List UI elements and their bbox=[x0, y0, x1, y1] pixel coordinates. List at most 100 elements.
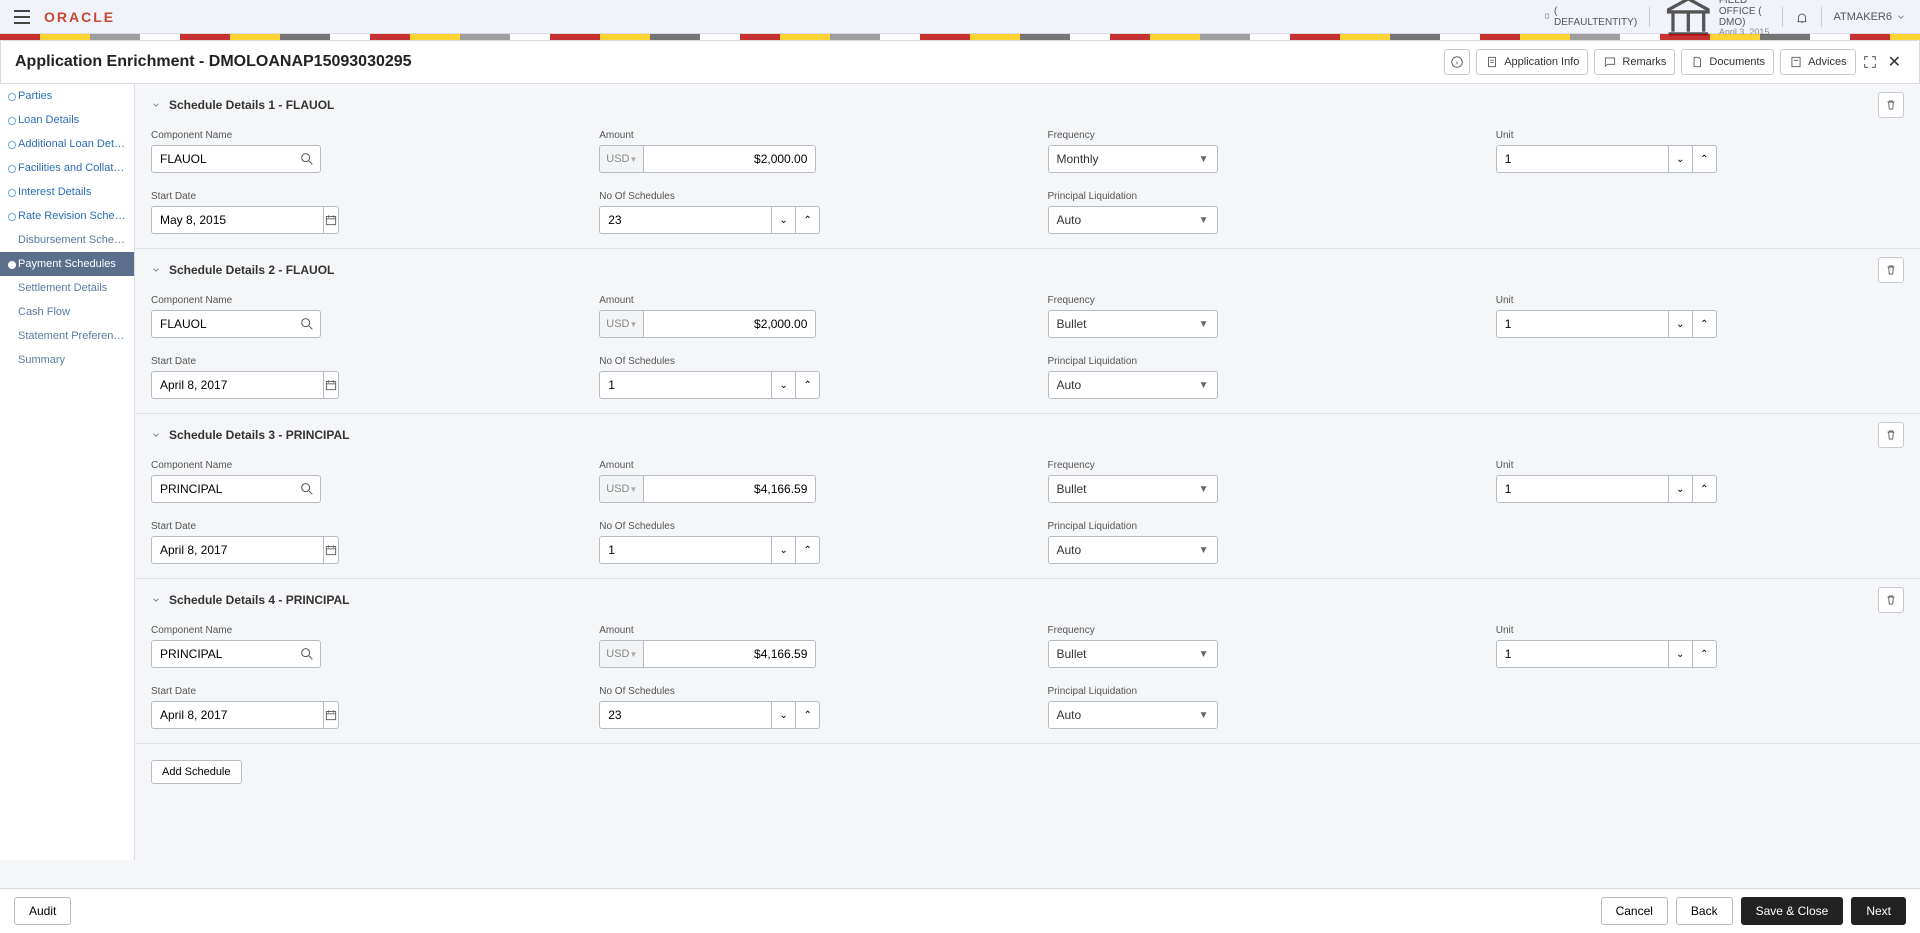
frequency-select[interactable]: Bullet▼ bbox=[1048, 475, 1218, 503]
menu-icon[interactable] bbox=[14, 10, 30, 24]
advices-button[interactable]: Advices bbox=[1780, 49, 1856, 75]
info-button[interactable] bbox=[1444, 49, 1470, 75]
unit-up-button[interactable]: ⌃ bbox=[1693, 475, 1717, 503]
search-icon[interactable] bbox=[299, 151, 315, 167]
calendar-button[interactable] bbox=[324, 701, 339, 729]
principal-liq-select[interactable]: Auto▼ bbox=[1048, 701, 1218, 729]
schedules-up-button[interactable]: ⌃ bbox=[796, 371, 820, 399]
section-title[interactable]: Schedule Details 1 - FLAUOL bbox=[151, 98, 334, 112]
delete-section-button[interactable] bbox=[1878, 587, 1904, 613]
calendar-button[interactable] bbox=[324, 536, 339, 564]
audit-button[interactable]: Audit bbox=[14, 897, 71, 925]
schedules-down-button[interactable]: ⌄ bbox=[772, 701, 796, 729]
cancel-button[interactable]: Cancel bbox=[1601, 897, 1668, 925]
schedules-down-button[interactable]: ⌄ bbox=[772, 536, 796, 564]
sidebar-item[interactable]: Summary bbox=[0, 348, 134, 372]
unit-input[interactable] bbox=[1496, 640, 1669, 668]
component-name-input[interactable] bbox=[151, 640, 321, 668]
unit-input[interactable] bbox=[1496, 310, 1669, 338]
sidebar-item[interactable]: Settlement Details bbox=[0, 276, 134, 300]
amount-input[interactable] bbox=[643, 145, 816, 173]
amount-input[interactable] bbox=[643, 475, 816, 503]
currency-select[interactable]: USD▼ bbox=[599, 145, 643, 173]
search-icon[interactable] bbox=[299, 316, 315, 332]
sidebar-item[interactable]: Disbursement Schedules bbox=[0, 228, 134, 252]
unit-up-button[interactable]: ⌃ bbox=[1693, 640, 1717, 668]
calendar-button[interactable] bbox=[324, 371, 339, 399]
currency-select[interactable]: USD▼ bbox=[599, 640, 643, 668]
principal-liq-select[interactable]: Auto▼ bbox=[1048, 536, 1218, 564]
schedules-up-button[interactable]: ⌃ bbox=[796, 536, 820, 564]
start-date-input[interactable] bbox=[151, 206, 324, 234]
save-close-button[interactable]: Save & Close bbox=[1741, 897, 1844, 925]
unit-down-button[interactable]: ⌄ bbox=[1669, 310, 1693, 338]
principal-liq-select[interactable]: Auto▼ bbox=[1048, 206, 1218, 234]
sidebar-item[interactable]: Cash Flow bbox=[0, 300, 134, 324]
unit-input[interactable] bbox=[1496, 145, 1669, 173]
schedules-down-button[interactable]: ⌄ bbox=[772, 371, 796, 399]
expand-icon[interactable] bbox=[1862, 54, 1878, 70]
unit-up-button[interactable]: ⌃ bbox=[1693, 145, 1717, 173]
sidebar-item[interactable]: Rate Revision Schedules bbox=[0, 204, 134, 228]
delete-section-button[interactable] bbox=[1878, 422, 1904, 448]
start-date-input[interactable] bbox=[151, 536, 324, 564]
unit-input[interactable] bbox=[1496, 475, 1669, 503]
unit-down-button[interactable]: ⌄ bbox=[1669, 475, 1693, 503]
entity-selector[interactable]: ( DEFAULTENTITY) bbox=[1544, 6, 1637, 28]
start-date-input[interactable] bbox=[151, 701, 324, 729]
next-button[interactable]: Next bbox=[1851, 897, 1906, 925]
main-content: Schedule Details 1 - FLAUOL Component Na… bbox=[135, 84, 1920, 860]
remarks-button[interactable]: Remarks bbox=[1594, 49, 1675, 75]
frequency-select[interactable]: Bullet▼ bbox=[1048, 640, 1218, 668]
documents-button[interactable]: Documents bbox=[1681, 49, 1774, 75]
amount-input[interactable] bbox=[643, 310, 816, 338]
amount-input[interactable] bbox=[643, 640, 816, 668]
bell-icon[interactable] bbox=[1795, 10, 1809, 24]
schedules-up-button[interactable]: ⌃ bbox=[796, 701, 820, 729]
no-schedules-stepper: ⌄ ⌃ bbox=[599, 701, 769, 729]
component-name-input[interactable] bbox=[151, 310, 321, 338]
user-menu[interactable]: ATMAKER6 bbox=[1834, 11, 1906, 23]
delete-section-button[interactable] bbox=[1878, 257, 1904, 283]
frequency-select[interactable]: Monthly▼ bbox=[1048, 145, 1218, 173]
unit-down-button[interactable]: ⌄ bbox=[1669, 640, 1693, 668]
unit-stepper: ⌄ ⌃ bbox=[1496, 475, 1666, 503]
sidebar-item[interactable]: Parties bbox=[0, 84, 134, 108]
close-button[interactable]: ✕ bbox=[1884, 52, 1905, 72]
unit-down-button[interactable]: ⌄ bbox=[1669, 145, 1693, 173]
sidebar-item[interactable]: Interest Details bbox=[0, 180, 134, 204]
section-title[interactable]: Schedule Details 2 - FLAUOL bbox=[151, 263, 334, 277]
schedules-down-button[interactable]: ⌄ bbox=[772, 206, 796, 234]
sidebar-item[interactable]: Additional Loan Details bbox=[0, 132, 134, 156]
back-button[interactable]: Back bbox=[1676, 897, 1733, 925]
add-schedule-button[interactable]: Add Schedule bbox=[151, 760, 242, 784]
currency-select[interactable]: USD▼ bbox=[599, 475, 643, 503]
delete-section-button[interactable] bbox=[1878, 92, 1904, 118]
unit-up-button[interactable]: ⌃ bbox=[1693, 310, 1717, 338]
schedules-up-button[interactable]: ⌃ bbox=[796, 206, 820, 234]
calendar-button[interactable] bbox=[324, 206, 339, 234]
color-strip bbox=[0, 34, 1920, 40]
start-date-input[interactable] bbox=[151, 371, 324, 399]
sidebar-item[interactable]: Facilities and Collateral ... bbox=[0, 156, 134, 180]
sidebar-item[interactable]: Payment Schedules bbox=[0, 252, 134, 276]
principal-liq-label: Principal Liquidation bbox=[1048, 191, 1456, 202]
component-name-input[interactable] bbox=[151, 475, 321, 503]
no-schedules-input[interactable] bbox=[599, 701, 772, 729]
search-icon[interactable] bbox=[299, 646, 315, 662]
start-date-label: Start Date bbox=[151, 191, 559, 202]
sidebar-item[interactable]: Statement Preferences bbox=[0, 324, 134, 348]
application-info-button[interactable]: Application Info bbox=[1476, 49, 1588, 75]
search-icon[interactable] bbox=[299, 481, 315, 497]
chat-icon bbox=[1603, 55, 1617, 69]
component-name-input[interactable] bbox=[151, 145, 321, 173]
section-title[interactable]: Schedule Details 3 - PRINCIPAL bbox=[151, 428, 350, 442]
currency-select[interactable]: USD▼ bbox=[599, 310, 643, 338]
sidebar-item[interactable]: Loan Details bbox=[0, 108, 134, 132]
no-schedules-input[interactable] bbox=[599, 371, 772, 399]
no-schedules-input[interactable] bbox=[599, 536, 772, 564]
frequency-select[interactable]: Bullet▼ bbox=[1048, 310, 1218, 338]
no-schedules-input[interactable] bbox=[599, 206, 772, 234]
section-title[interactable]: Schedule Details 4 - PRINCIPAL bbox=[151, 593, 350, 607]
principal-liq-select[interactable]: Auto▼ bbox=[1048, 371, 1218, 399]
